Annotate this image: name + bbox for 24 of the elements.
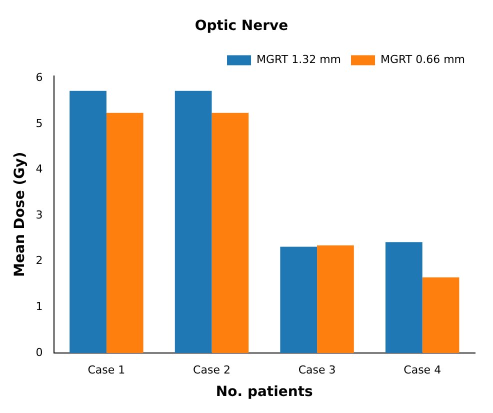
bar <box>280 246 318 353</box>
y-tick-label: 0 <box>36 346 43 359</box>
x-tick-label: Case 3 <box>298 363 336 376</box>
y-tick-label: 5 <box>36 116 43 130</box>
bar <box>212 112 249 353</box>
y-axis-title: Mean Dose (Gy) <box>12 152 28 277</box>
y-tick-label: 6 <box>36 70 43 84</box>
bar <box>70 90 106 353</box>
bar <box>385 242 422 353</box>
legend-label: MGRT 1.32 mm <box>256 53 342 66</box>
y-tick-label: 2 <box>36 254 43 268</box>
y-tick-label: 3 <box>36 208 43 222</box>
bar <box>422 277 460 353</box>
y-tick-label: 1 <box>36 300 43 314</box>
bar <box>106 112 144 353</box>
bar <box>317 245 354 353</box>
bar <box>174 90 212 353</box>
legend-label: MGRT 0.66 mm <box>380 53 466 66</box>
x-axis-title: No. patients <box>216 384 313 400</box>
y-tick-label: 4 <box>36 162 43 176</box>
x-tick-label: Case 2 <box>193 363 230 376</box>
chart-title: Optic Nerve <box>194 18 288 34</box>
x-tick-label: Case 1 <box>88 363 126 376</box>
x-tick-label: Case 4 <box>404 363 442 376</box>
